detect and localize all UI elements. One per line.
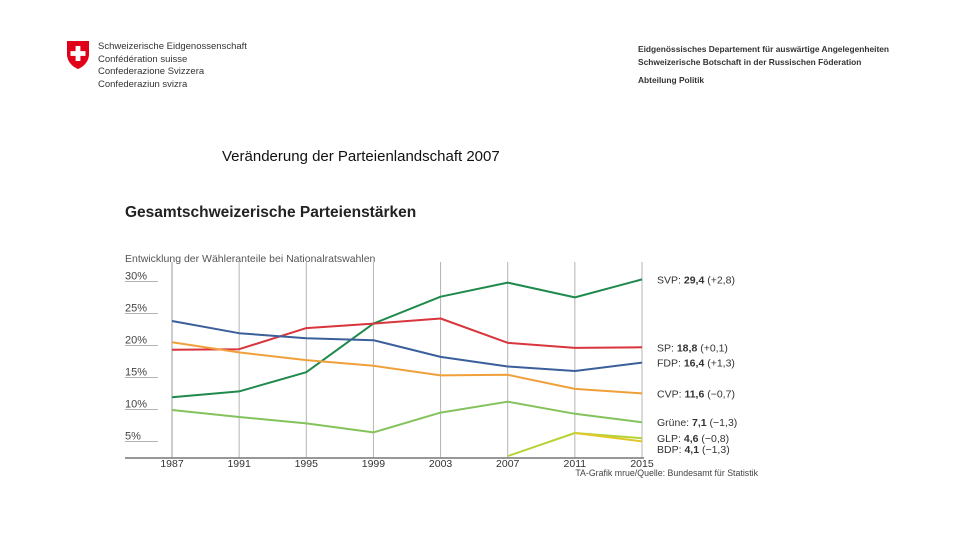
- embassy-name: Schweizerische Botschaft in der Russisch…: [638, 57, 862, 67]
- x-tick-label: 2011: [564, 458, 587, 470]
- series-label-grüne: Grüne: 7,1 (−1,3): [657, 417, 737, 429]
- x-tick-label: 2003: [429, 458, 453, 470]
- x-tick-label: 1995: [295, 458, 319, 470]
- series-label-sp: SP: 18,8 (+0,1): [657, 342, 728, 354]
- series-lines: [171, 278, 643, 458]
- series-line-grüne: [171, 400, 643, 434]
- org-name-fr: Confédération suisse: [98, 53, 188, 65]
- org-name-it: Confederazione Svizzera: [98, 66, 205, 77]
- swiss-coat-of-arms-logo: [67, 41, 89, 69]
- org-name-rm: Confederaziun svizra: [98, 78, 188, 90]
- series-line-bdp: [574, 432, 643, 443]
- x-tick-label: 2007: [496, 458, 520, 470]
- series-line-cvp: [171, 341, 643, 395]
- series-line-svp: [171, 278, 643, 399]
- department-info: Eidgenössisches Departement für auswärti…: [638, 43, 889, 87]
- series-label-bdp: BDP: 4,1 (−1,3): [657, 444, 730, 456]
- org-name-de: Schweizerische Eidgenossenschaft: [98, 41, 247, 52]
- series-label-glp: GLP: 4,6 (−0,8): [657, 433, 729, 445]
- x-tick-label: 1999: [362, 458, 386, 470]
- chart-title: Gesamtschweizerische Parteienstärken: [125, 204, 416, 221]
- party-strength-chart: Gesamtschweizerische Parteienstärken Ent…: [125, 204, 759, 478]
- federal-administration-names: Schweizerische Eidgenossenschaft Confédé…: [98, 41, 247, 91]
- series-label-cvp: CVP: 11,6 (−0,7): [657, 388, 735, 400]
- series-label-svp: SVP: 29,4 (+2,8): [657, 274, 735, 286]
- series-labels: SVP: 29,4 (+2,8) SP: 18,8 (+0,1) FDP: 16,4…: [657, 274, 737, 456]
- y-tick-label: 15%: [125, 367, 147, 379]
- department-name: Eidgenössisches Departement für auswärti…: [638, 44, 890, 54]
- series-label-fdp: FDP: 16,4 (+1,3): [657, 358, 735, 370]
- division-name: Abteilung Politik: [638, 75, 705, 85]
- chart-source: TA-Grafik mrue/Quelle: Bundesamt für Sta…: [575, 468, 758, 478]
- x-tick-label: 1991: [227, 458, 251, 470]
- x-axis: 1987 1991 1995 1999 2003 2007 2011 2015: [160, 458, 654, 470]
- slide-title: Veränderung der Parteienlandschaft 2007: [222, 148, 500, 165]
- y-tick-label: 30%: [125, 271, 147, 283]
- x-tick-label: 1987: [160, 458, 184, 470]
- y-tick-label: 5%: [125, 431, 141, 443]
- series-line-sp: [171, 317, 643, 351]
- y-tick-label: 25%: [125, 303, 147, 315]
- series-line-fdp: [171, 320, 643, 372]
- y-axis: 30% 25% 20% 15% 10% 5%: [125, 271, 158, 443]
- y-tick-label: 20%: [125, 335, 147, 347]
- y-tick-label: 10%: [125, 399, 147, 411]
- x-tick-label: 2015: [630, 458, 654, 470]
- chart-grid: [125, 262, 644, 459]
- chart-subtitle: Entwicklung der Wähleranteile bei Nation…: [125, 253, 376, 265]
